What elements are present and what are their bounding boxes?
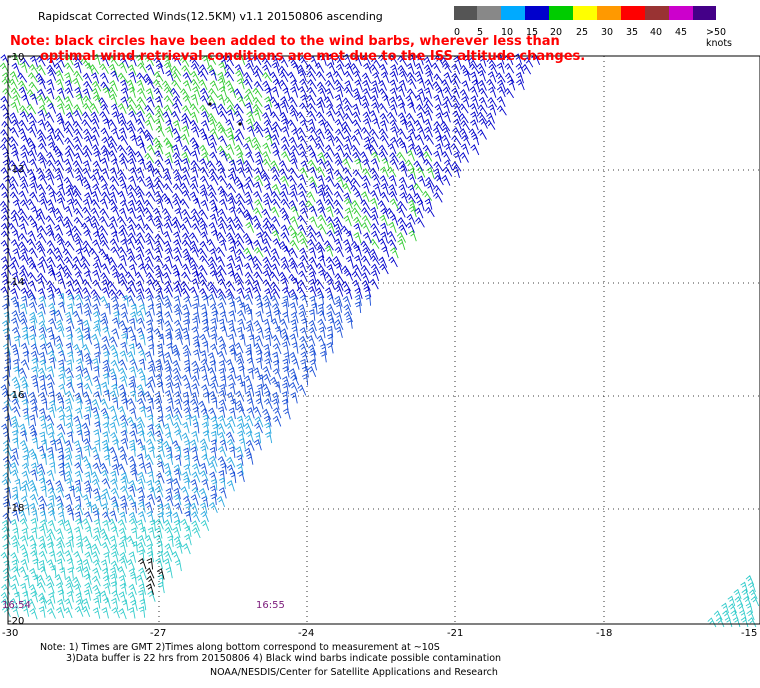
legend-label: 20 (550, 27, 563, 38)
lon-label: -30 (2, 628, 19, 639)
grid-lines (8, 56, 760, 624)
wind-swath-corner (707, 575, 760, 628)
footer-note-2: 3)Data buffer is 22 hrs from 20150806 4)… (66, 653, 502, 664)
lon-label: -21 (447, 628, 464, 639)
wind-barbs-corner (707, 575, 760, 628)
wind-barbs-cyan (0, 517, 210, 620)
note-line-1: Note: black circles have been added to t… (10, 34, 560, 49)
legend-label: 5 (477, 27, 484, 38)
lon-label: -27 (150, 628, 167, 639)
lon-label: -18 (596, 628, 613, 639)
map-title: Rapidscat Corrected Winds(12.5KM) v1.1 2… (38, 10, 383, 23)
time-label: 16:55 (256, 600, 285, 611)
legend-label: 10 (501, 27, 514, 38)
legend-label: 45 (675, 27, 688, 38)
lat-label: -18 (8, 503, 25, 514)
legend-label: 0 (454, 27, 461, 38)
lon-label: -24 (298, 628, 315, 639)
legend-label: >50 knots (706, 27, 733, 49)
lat-label: -14 (8, 277, 25, 288)
legend-label: 35 (626, 27, 639, 38)
time-label: 16:54 (2, 600, 31, 611)
legend-label: 25 (576, 27, 589, 38)
legend-label: 15 (526, 27, 539, 38)
legend-colorbar (454, 6, 716, 20)
speed-legend: 0 5 10 15 20 25 30 35 40 45 >50 knots (454, 5, 732, 49)
wind-barbs-blue (0, 53, 541, 300)
note-line-2: optimal wind retrieval conditions are me… (40, 49, 586, 64)
lon-label: -15 (741, 628, 758, 639)
lat-label: -20 (8, 616, 25, 627)
legend-label: 30 (601, 27, 614, 38)
wind-barbs-green (0, 53, 435, 259)
map-frame (7, 55, 760, 625)
lat-label: -16 (8, 390, 25, 401)
lat-label: -10 (8, 52, 25, 63)
lat-label: -12 (8, 164, 25, 175)
wind-swath-main (0, 53, 541, 620)
footer-note-1: Note: 1) Times are GMT 2)Times along bot… (40, 642, 440, 653)
quality-flag-dot (238, 122, 242, 126)
legend-label: 40 (650, 27, 663, 38)
footer-credit: NOAA/NESDIS/Center for Satellite Applica… (210, 667, 498, 678)
wind-barbs-black (138, 557, 165, 595)
wind-barbs-light (1, 293, 273, 524)
quality-flag-dot (208, 102, 212, 106)
